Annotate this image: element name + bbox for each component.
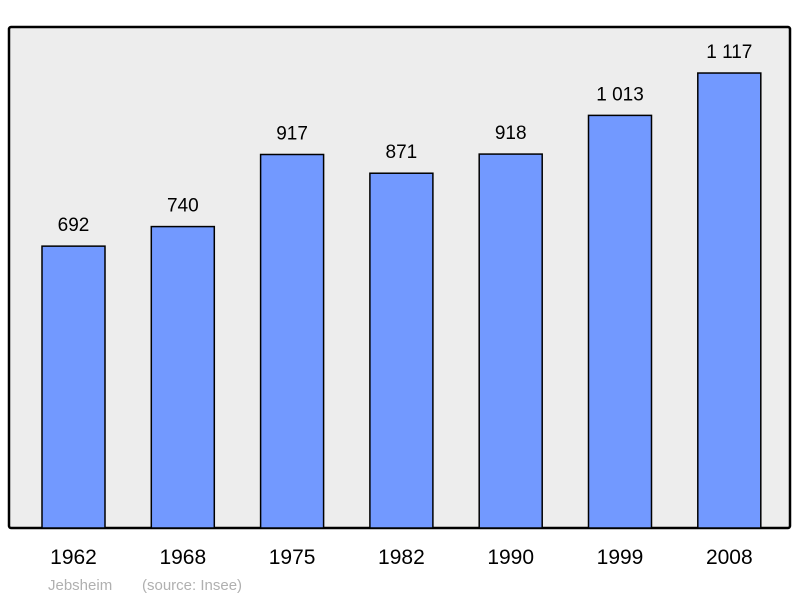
bar-1982 xyxy=(369,172,434,529)
x-tick-2008: 2008 xyxy=(706,546,753,569)
bar-1968 xyxy=(150,225,216,529)
bar-1990 xyxy=(478,153,543,529)
data-label-1982: 871 xyxy=(386,142,418,163)
bar-1999 xyxy=(587,114,653,529)
bar-2008 xyxy=(697,72,762,529)
x-tick-1962: 1962 xyxy=(50,546,97,569)
data-label-1999: 1 013 xyxy=(596,84,644,105)
data-label-2008: 1 117 xyxy=(706,42,752,63)
footer-place: Jebsheim xyxy=(48,577,112,594)
data-label-1968: 740 xyxy=(167,196,199,217)
bar-1975 xyxy=(259,153,325,529)
x-tick-1990: 1990 xyxy=(487,546,534,569)
x-tick-1975: 1975 xyxy=(269,546,316,569)
footer-source: (source: Insee) xyxy=(142,577,242,594)
x-tick-1982: 1982 xyxy=(378,546,425,569)
x-tick-1999: 1999 xyxy=(597,546,644,569)
data-label-1962: 692 xyxy=(58,215,90,236)
data-label-1975: 917 xyxy=(276,123,308,144)
x-tick-1968: 1968 xyxy=(159,546,206,569)
data-label-1990: 918 xyxy=(495,123,527,144)
bar-1962 xyxy=(41,245,106,529)
